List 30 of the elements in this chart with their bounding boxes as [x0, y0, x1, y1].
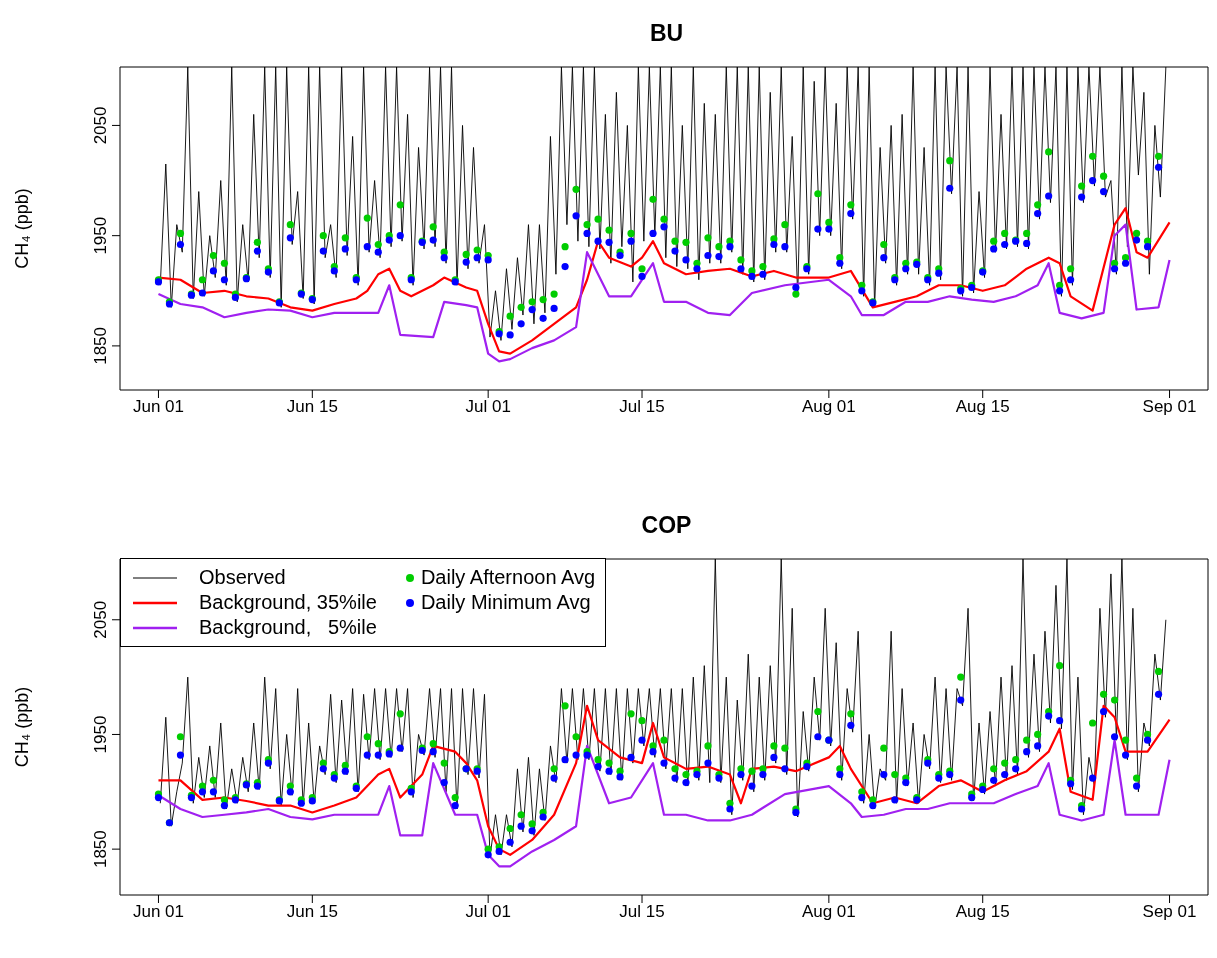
- x-tick-label: Aug 15: [955, 902, 1010, 922]
- x-tick-label: Jul 01: [465, 902, 511, 922]
- x-tick-label: Aug 15: [955, 397, 1010, 417]
- x-tick-label: Jun 15: [286, 397, 338, 417]
- y-tick-label: 2050: [91, 106, 110, 145]
- y-tick-label: 1950: [91, 216, 110, 255]
- legend-label: Background, 35%ile: [199, 591, 377, 614]
- x-tick-label: Aug 01: [801, 397, 856, 417]
- legend-label: Daily Minimum Avg: [420, 591, 591, 614]
- chart-title: COP: [640, 511, 693, 540]
- legend-label: Background, 5%ile: [199, 616, 377, 639]
- y-tick-label: 1850: [91, 830, 110, 869]
- y-axis-title: CH₄ (ppb): [12, 188, 33, 269]
- x-tick-label: Jul 15: [619, 902, 665, 922]
- legend-label: Daily Afternoon Avg: [420, 566, 596, 589]
- x-tick-label: Aug 01: [801, 902, 856, 922]
- x-tick-label: Jun 01: [132, 397, 184, 417]
- x-tick-label: Sep 01: [1142, 902, 1197, 922]
- y-tick-label: 1850: [91, 326, 110, 365]
- line-series: [157, 223, 1171, 363]
- legend-label: Observed: [199, 566, 286, 589]
- x-tick-label: Sep 01: [1142, 397, 1197, 417]
- y-tick-label: 2050: [91, 600, 110, 639]
- y-tick-label: 1950: [91, 715, 110, 754]
- chart-title: BU: [648, 19, 685, 48]
- x-tick-label: Jun 15: [286, 902, 338, 922]
- x-tick-label: Jun 01: [132, 902, 184, 922]
- y-axis-title: CH₄ (ppb): [12, 686, 33, 768]
- x-tick-label: Jul 15: [619, 397, 665, 417]
- x-tick-label: Jul 01: [465, 397, 511, 417]
